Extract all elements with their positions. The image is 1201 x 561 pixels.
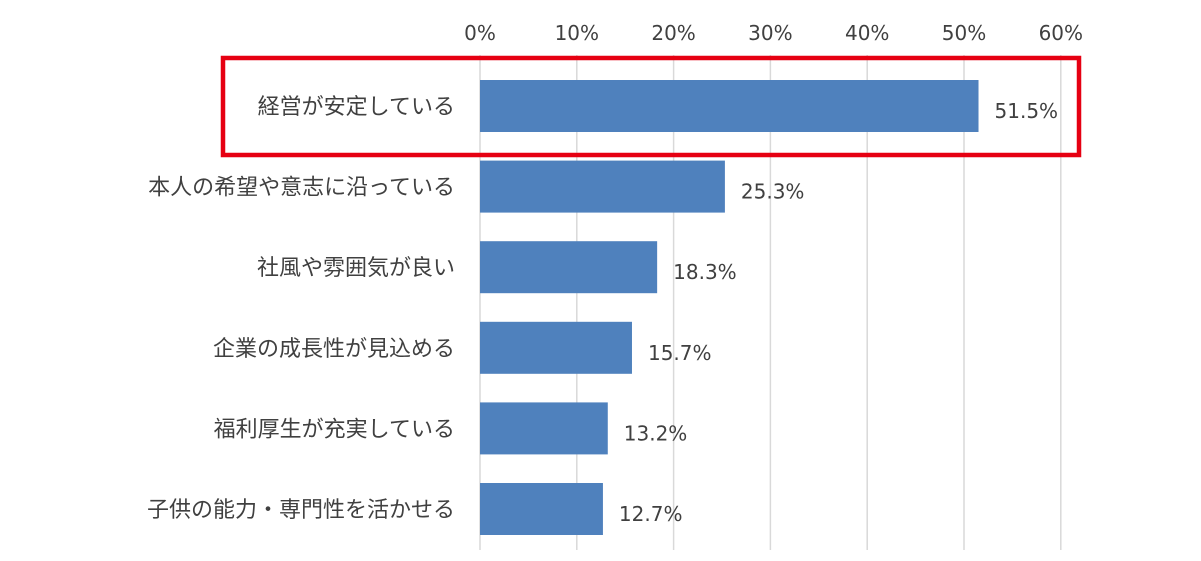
bars (480, 80, 979, 535)
highlight-layer (220, 55, 1082, 158)
category-label: 子供の能力・専門性を活かせる (147, 498, 455, 523)
data-label: 51.5% (995, 99, 1059, 123)
x-tick-label: 50% (942, 21, 986, 45)
bar (480, 241, 658, 294)
data-label: 12.7% (619, 502, 683, 526)
x-tick-label: 20% (651, 21, 695, 45)
bar (480, 402, 608, 455)
x-tick-label: 60% (1039, 21, 1083, 45)
x-tick-label: 10% (555, 21, 599, 45)
x-axis-ticks: 0% 10% 20% 30% 40% 50% 60% (464, 21, 1083, 45)
x-tick-label: 40% (845, 21, 889, 45)
data-label: 15.7% (648, 341, 712, 365)
data-labels: 51.5% 25.3% 18.3% 15.7% 13.2% 12.7% (619, 99, 1058, 526)
data-label: 13.2% (624, 421, 688, 445)
data-label: 25.3% (741, 180, 805, 204)
category-label: 本人の希望や意志に沿っている (148, 176, 455, 201)
x-tick-label: 0% (464, 21, 496, 45)
bar (480, 483, 603, 535)
bar (480, 80, 979, 132)
bar (480, 321, 632, 374)
category-label: 経営が安定している (258, 95, 455, 120)
bar (480, 160, 725, 213)
category-labels: 経営が安定している本人の希望や意志に沿っている社風や雰囲気が良い企業の成長性が見… (147, 95, 455, 523)
highlight-box (220, 55, 1082, 158)
category-label: 社風や雰囲気が良い (257, 256, 455, 281)
grid-lines (479, 55, 1062, 550)
x-tick-label: 30% (748, 21, 792, 45)
category-label: 企業の成長性が見込める (213, 337, 455, 362)
data-label: 18.3% (673, 260, 737, 284)
category-label: 福利厚生が充実している (214, 417, 455, 442)
